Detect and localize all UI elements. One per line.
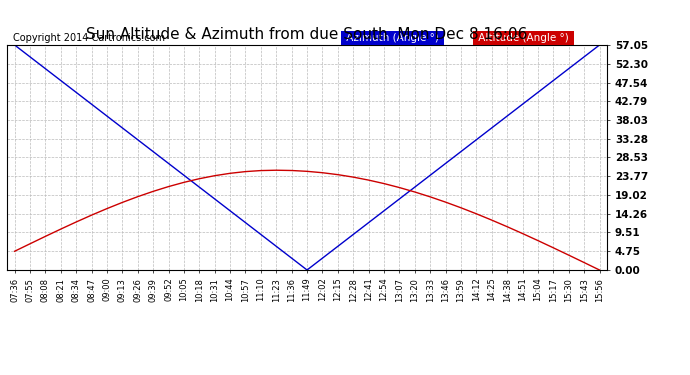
Text: Altitude (Angle °): Altitude (Angle °): [475, 33, 572, 43]
Text: Copyright 2014 Cartronics.com: Copyright 2014 Cartronics.com: [13, 33, 165, 43]
Text: Azimuth (Angle °): Azimuth (Angle °): [343, 33, 442, 43]
Title: Sun Altitude & Azimuth from due South  Mon Dec 8 16:06: Sun Altitude & Azimuth from due South Mo…: [86, 27, 528, 42]
